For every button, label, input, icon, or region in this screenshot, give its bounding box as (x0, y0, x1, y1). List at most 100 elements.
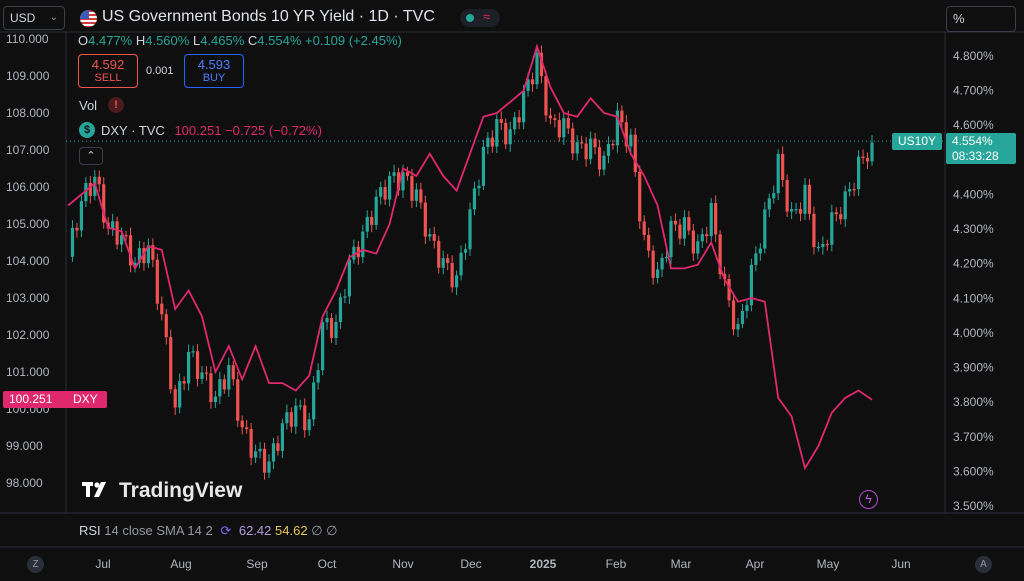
candle (539, 45, 544, 84)
candle (414, 183, 418, 208)
candle (160, 296, 164, 321)
candle (656, 261, 660, 284)
candle (240, 415, 244, 435)
dxy-badge-name: DXY (73, 392, 98, 406)
buy-button[interactable]: 4.593 BUY (184, 54, 244, 88)
candle (834, 207, 838, 222)
dollar-icon: $ (79, 122, 95, 138)
candle (700, 228, 704, 248)
candle (325, 310, 329, 330)
auto-scale-button[interactable]: A (975, 556, 992, 573)
candle (749, 258, 753, 312)
candle (852, 182, 856, 197)
dxy-axis-tick: 110.000 (6, 32, 49, 46)
candle (164, 309, 168, 345)
candle (88, 176, 92, 204)
candle (758, 243, 762, 261)
candle (294, 398, 298, 435)
dxy-axis-tick: 101.000 (6, 365, 50, 379)
buy-price: 4.593 (197, 57, 231, 72)
spread-value: 0.001 (146, 65, 174, 77)
candle (763, 201, 767, 254)
candle (365, 210, 369, 239)
vol-label[interactable]: Vol (79, 98, 98, 113)
candle (249, 423, 253, 466)
ohlc-h-label: H (135, 33, 146, 48)
candle (155, 253, 159, 311)
yield-axis-tick: 4.000% (953, 326, 994, 340)
candle (624, 114, 628, 153)
currency-select[interactable]: USD ⌄ (3, 6, 65, 30)
time-axis-tick: Aug (170, 557, 191, 571)
yield-axis-tick: 4.200% (953, 257, 994, 271)
candle (798, 202, 803, 222)
live-toggle[interactable]: ≈ (460, 9, 500, 27)
candle (79, 193, 83, 238)
collapse-legend-button[interactable]: ⌃ (79, 147, 103, 165)
candle (718, 230, 722, 280)
ohlc-close: 4.554% (257, 33, 302, 48)
candle (857, 150, 861, 196)
candle (280, 418, 284, 459)
lightning-icon[interactable]: ϟ (859, 490, 878, 509)
candle (830, 204, 834, 252)
symbol-title[interactable]: US Government Bonds 10 YR Yield · 1D · T… (102, 8, 435, 25)
candle (347, 254, 351, 304)
candle (361, 224, 365, 264)
yield-axis-tick: 4.400% (953, 187, 994, 201)
candle (839, 206, 843, 225)
candle (553, 114, 557, 128)
yield-axis-tick: 3.600% (953, 464, 994, 478)
candle (276, 435, 280, 456)
rsi-legend[interactable]: RSI 14 close SMA 14 2 ⟳ 62.42 54.62 ∅ ∅ (79, 523, 337, 539)
percent-label: % (953, 11, 965, 26)
candle (754, 246, 758, 272)
dxy-legend-value: 100.251 (174, 123, 222, 138)
candle (200, 366, 204, 384)
dxy-legend[interactable]: DXY · TVC 100.251 −0.725 (−0.72%) (101, 123, 322, 138)
auto-scale-label: A (980, 559, 987, 570)
dxy-axis-tick: 107.000 (6, 143, 50, 157)
candle (736, 318, 740, 338)
candle (481, 139, 485, 191)
candle (213, 390, 217, 408)
candle (513, 111, 517, 135)
candle (321, 316, 325, 376)
time-axis-tick: Dec (460, 557, 481, 571)
candle (495, 114, 499, 153)
time-axis-tick: Nov (392, 557, 413, 571)
candle (446, 254, 450, 271)
scale-mode-button[interactable]: % (946, 6, 1016, 32)
candle (508, 121, 512, 152)
candle (522, 84, 526, 130)
time-axis-tick: May (817, 557, 840, 571)
ohlc-legend: O4.477% H4.560% L4.465% C4.554% +0.109 (… (78, 33, 402, 48)
candle (673, 213, 678, 231)
candle (379, 181, 383, 205)
dxy-axis-tick: 104.000 (6, 254, 50, 268)
dxy-badge-value: 100.251 (9, 392, 53, 406)
candle (222, 374, 226, 394)
us10y-price-badge: 4.554% 08:33:28 (946, 133, 1016, 164)
candle (723, 266, 727, 287)
candle (271, 437, 276, 470)
candle (173, 384, 177, 416)
candle (731, 292, 736, 336)
candle (137, 240, 142, 269)
candle (865, 152, 870, 169)
candle (785, 174, 789, 217)
zoom-reset-button[interactable]: Z (27, 556, 44, 573)
rsi-value: 62.42 (238, 523, 272, 538)
alert-icon[interactable]: ! (108, 97, 124, 113)
dxy-legend-change: −0.725 (−0.72%) (225, 123, 322, 138)
candle (468, 202, 472, 256)
dxy-axis-tick: 102.000 (6, 328, 50, 342)
currency-label: USD (10, 11, 36, 25)
time-axis-tick: Oct (318, 557, 337, 571)
sell-button[interactable]: 4.592 SELL (78, 54, 138, 88)
zoom-reset-label: Z (32, 559, 39, 570)
candle (169, 329, 173, 394)
candle (647, 227, 651, 258)
candle (696, 234, 700, 260)
